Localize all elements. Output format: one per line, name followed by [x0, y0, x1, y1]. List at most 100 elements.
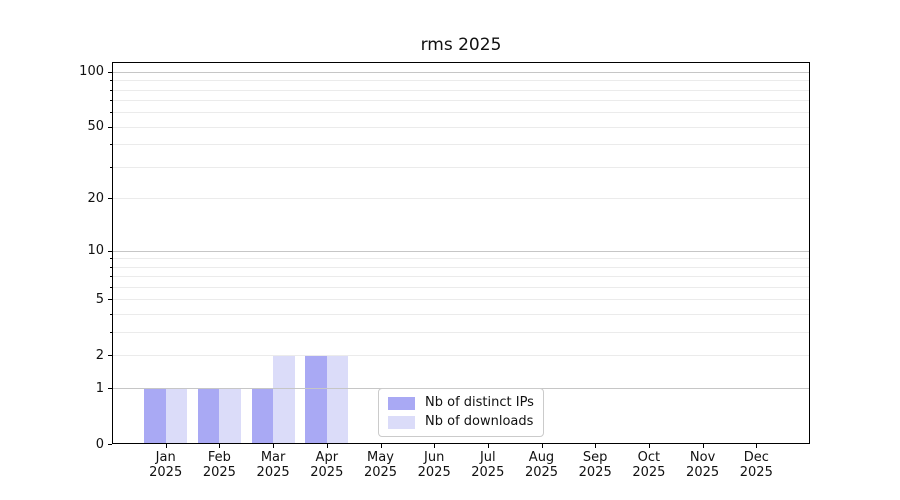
- chart-title: rms 2025: [420, 35, 502, 55]
- month-label: Mar: [260, 450, 286, 465]
- y-tick-label-50: 50: [87, 119, 104, 134]
- year-label: 2025: [471, 465, 505, 480]
- year-label: 2025: [739, 465, 773, 480]
- gridline-minor-40: [113, 144, 809, 145]
- y-tick-label-5: 5: [95, 292, 104, 307]
- y-tick-100: [108, 72, 112, 73]
- y-minor-tick-60: [109, 112, 112, 113]
- gridline-minor-60: [113, 112, 809, 113]
- legend-row: Nb of distinct IPs: [388, 396, 534, 410]
- gridline-minor-7: [113, 276, 809, 277]
- month-label: Dec: [743, 450, 769, 465]
- x-tick-may: [380, 444, 382, 448]
- y-minor-tick-80: [109, 90, 112, 91]
- bar-downloads-jan: [165, 388, 188, 443]
- gridline-major-100: [113, 72, 809, 73]
- legend: Nb of distinct IPs Nb of downloads: [378, 388, 544, 437]
- y-tick-1: [108, 388, 112, 389]
- x-tick-jan: [165, 444, 167, 448]
- x-tick-sep: [595, 444, 597, 448]
- y-minor-tick-90: [109, 80, 112, 81]
- gridline-minor-5: [113, 299, 809, 300]
- gridline-minor-8: [113, 267, 809, 268]
- y-tick-50: [108, 127, 112, 128]
- gridline-minor-9: [113, 258, 809, 259]
- gridline-minor-6: [113, 287, 809, 288]
- gridline-minor-80: [113, 90, 809, 91]
- month-label: Jun: [424, 450, 445, 465]
- x-tick-label-nov: Nov 2025: [673, 450, 733, 480]
- x-tick-label-mar: Mar 2025: [243, 450, 303, 480]
- bar-downloads-apr: [326, 355, 349, 443]
- year-label: 2025: [417, 465, 451, 480]
- x-tick-nov: [702, 444, 704, 448]
- x-tick-label-oct: Oct 2025: [619, 450, 679, 480]
- y-tick-2: [108, 355, 112, 356]
- y-minor-tick-30: [109, 167, 112, 168]
- legend-label: Nb of downloads: [425, 414, 534, 429]
- year-label: 2025: [686, 465, 720, 480]
- legend-swatch-ips: [388, 396, 415, 410]
- y-tick-10: [108, 251, 112, 252]
- bar-ips-jan: [144, 388, 166, 443]
- gridline-minor-70: [113, 100, 809, 101]
- month-label: Feb: [207, 450, 231, 465]
- year-label: 2025: [363, 465, 398, 480]
- month-label: Oct: [637, 450, 661, 465]
- x-tick-label-jun: Jun 2025: [404, 450, 464, 480]
- y-tick-label-2: 2: [95, 348, 104, 363]
- legend-swatch-downloads: [388, 415, 415, 429]
- gridline-minor-50: [113, 127, 809, 128]
- gridline-minor-30: [113, 167, 809, 168]
- month-label: Jul: [479, 450, 496, 465]
- x-tick-label-may: May 2025: [351, 450, 411, 480]
- y-minor-tick-40: [109, 144, 112, 145]
- y-tick-label-1: 1: [95, 381, 104, 396]
- x-tick-label-apr: Apr 2025: [297, 450, 357, 480]
- gridline-minor-90: [113, 80, 809, 81]
- month-label: Jan: [155, 450, 176, 465]
- y-tick-0: [108, 444, 112, 445]
- gridline-minor-20: [113, 198, 809, 199]
- y-tick-label-0: 0: [95, 437, 104, 452]
- x-tick-oct: [648, 444, 650, 448]
- x-tick-dec: [756, 444, 758, 448]
- y-tick-label-10: 10: [87, 243, 104, 258]
- y-minor-tick-70: [109, 100, 112, 101]
- y-minor-tick-8: [109, 267, 112, 268]
- bar-ips-apr: [305, 355, 327, 443]
- y-minor-tick-7: [109, 276, 112, 277]
- legend-row: Nb of downloads: [388, 415, 534, 429]
- x-tick-jun: [434, 444, 436, 448]
- x-tick-aug: [541, 444, 543, 448]
- x-tick-label-aug: Aug 2025: [512, 450, 572, 480]
- y-tick-20: [108, 198, 112, 199]
- bar-ips-feb: [197, 388, 220, 443]
- y-tick-label-20: 20: [87, 191, 104, 206]
- year-label: 2025: [256, 465, 290, 480]
- x-tick-label-sep: Sep 2025: [565, 450, 625, 480]
- x-tick-feb: [219, 444, 221, 448]
- x-tick-apr: [326, 444, 328, 448]
- y-minor-tick-9: [109, 258, 112, 259]
- y-tick-5: [108, 299, 112, 300]
- x-tick-label-dec: Dec 2025: [726, 450, 786, 480]
- x-tick-jul: [487, 444, 489, 448]
- gridline-minor-2: [113, 355, 809, 356]
- year-label: 2025: [578, 465, 612, 480]
- plot-frame: [112, 62, 810, 444]
- year-label: 2025: [202, 465, 236, 480]
- y-minor-tick-6: [109, 287, 112, 288]
- month-label: Apr: [315, 450, 339, 465]
- bar-ips-mar: [251, 388, 274, 443]
- month-label: May: [367, 450, 394, 465]
- bar-downloads-mar: [273, 355, 295, 443]
- year-label: 2025: [524, 465, 559, 480]
- x-tick-mar: [273, 444, 275, 448]
- month-label: Sep: [582, 450, 608, 465]
- y-tick-label-100: 100: [79, 64, 104, 79]
- y-minor-tick-4: [109, 314, 112, 315]
- y-minor-tick-3: [109, 332, 112, 333]
- gridline-major-10: [113, 251, 809, 252]
